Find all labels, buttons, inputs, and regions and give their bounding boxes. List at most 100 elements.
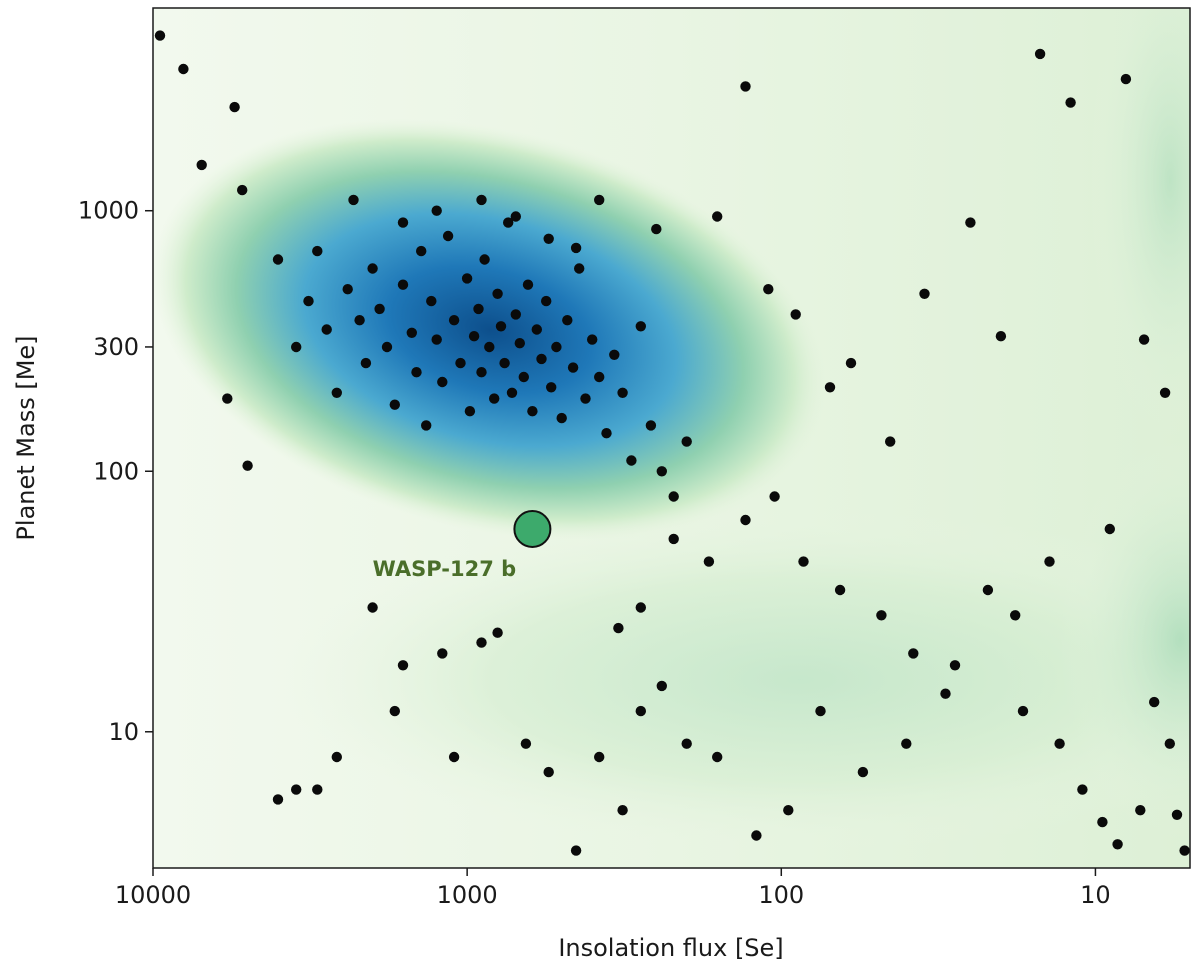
data-point: [551, 341, 562, 353]
data-point: [651, 223, 662, 235]
data-point: [594, 751, 605, 763]
data-point: [901, 738, 912, 749]
data-point: [740, 514, 751, 526]
data-point: [1010, 610, 1021, 621]
data-point: [442, 230, 454, 242]
data-point: [995, 331, 1007, 342]
data-point: [1044, 556, 1055, 567]
data-point: [1149, 696, 1160, 708]
data-point: [1138, 334, 1150, 345]
data-point: [681, 436, 692, 447]
data-point: [1135, 805, 1146, 816]
density-right-band: [1060, 440, 1190, 840]
data-point: [455, 357, 466, 369]
data-point: [769, 491, 780, 502]
data-point: [527, 406, 538, 417]
data-point: [479, 254, 490, 265]
data-point: [406, 327, 417, 338]
data-point: [360, 357, 372, 369]
data-point: [908, 648, 919, 659]
data-point: [798, 556, 809, 567]
data-point: [397, 279, 409, 290]
data-point: [617, 387, 628, 398]
data-point: [543, 766, 554, 778]
data-point: [556, 412, 567, 424]
data-point: [518, 371, 529, 383]
data-point: [740, 81, 751, 92]
data-point: [574, 263, 585, 274]
data-point: [1054, 738, 1065, 749]
data-point: [681, 738, 692, 749]
data-point: [1112, 839, 1123, 850]
data-point: [594, 371, 605, 383]
data-point: [492, 288, 503, 299]
data-point: [411, 367, 422, 378]
x-axis-label: Insolation flux [Se]: [558, 934, 783, 962]
data-point: [834, 584, 846, 596]
data-point: [635, 705, 646, 717]
data-point: [570, 242, 582, 254]
data-point: [312, 245, 323, 257]
data-point: [982, 584, 994, 596]
data-point: [609, 349, 620, 360]
data-point: [389, 399, 400, 410]
y-axis: 10 100 300 1000: [78, 197, 153, 746]
data-point: [196, 159, 207, 171]
data-point: [348, 194, 359, 206]
data-point: [520, 738, 532, 749]
data-point: [503, 217, 514, 228]
density-core: [153, 118, 829, 542]
x-tick-label: 1000: [437, 881, 498, 909]
data-point: [531, 324, 542, 335]
data-point: [940, 688, 951, 699]
data-point: [437, 376, 448, 388]
data-point: [763, 284, 774, 295]
data-point: [397, 217, 409, 228]
data-point: [476, 637, 487, 648]
data-point: [1120, 73, 1132, 85]
data-point: [437, 648, 448, 659]
data-point: [461, 273, 473, 284]
data-point: [514, 338, 525, 349]
data-point: [367, 263, 378, 274]
data-point: [1164, 738, 1176, 749]
data-point: [668, 491, 679, 502]
data-point: [613, 622, 624, 634]
data-point: [431, 334, 442, 345]
data-point: [222, 393, 233, 404]
data-point: [510, 309, 521, 320]
data-point: [291, 341, 302, 353]
x-tick-label: 100: [758, 881, 804, 909]
data-point: [272, 254, 284, 265]
data-point: [473, 303, 484, 315]
data-point: [303, 295, 314, 307]
data-point: [499, 357, 510, 369]
density-lower-band: [280, 510, 1190, 850]
data-point: [381, 341, 393, 353]
data-point: [506, 387, 518, 398]
data-point: [484, 341, 495, 353]
data-point: [426, 295, 437, 307]
data-point: [389, 705, 400, 717]
data-point: [178, 63, 189, 75]
data-point: [885, 436, 896, 447]
data-point: [464, 406, 476, 417]
data-point: [536, 353, 547, 365]
data-point: [876, 610, 887, 621]
data-point: [541, 295, 552, 307]
data-point: [594, 194, 605, 206]
data-point: [668, 533, 679, 545]
data-point: [312, 784, 323, 795]
data-points: [154, 30, 1190, 856]
data-point: [374, 303, 385, 315]
data-point: [342, 284, 353, 295]
data-point: [965, 217, 976, 228]
data-point: [626, 455, 637, 466]
y-tick-label: 1000: [78, 197, 139, 225]
data-point: [229, 101, 240, 113]
data-point: [712, 211, 723, 222]
data-point: [331, 751, 342, 763]
data-point: [845, 357, 857, 369]
data-point: [1065, 97, 1076, 108]
